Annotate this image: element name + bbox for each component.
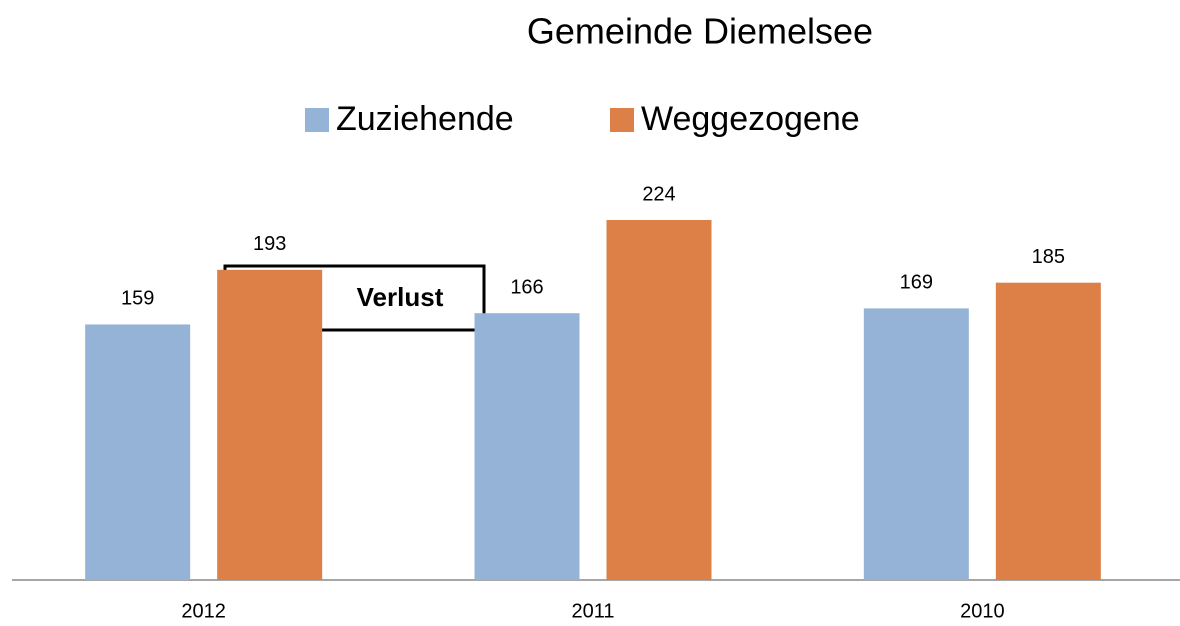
legend-label: Zuziehende	[336, 100, 514, 138]
bar	[863, 308, 969, 580]
value-label: 166	[510, 276, 543, 298]
legend-swatch	[305, 108, 329, 132]
legend-swatch	[610, 108, 634, 132]
annotation: Verlust	[357, 282, 444, 312]
value-label: 193	[253, 233, 286, 255]
bar	[85, 324, 191, 580]
x-tick-label: 2010	[960, 600, 1005, 622]
bar	[606, 220, 712, 580]
chart-title: Gemeinde Diemelsee	[527, 11, 873, 52]
x-tick-label: 2011	[571, 600, 614, 622]
value-label: 159	[121, 288, 154, 310]
value-label: 224	[642, 183, 675, 205]
value-label: 185	[1032, 246, 1065, 268]
bar	[217, 269, 323, 580]
x-tick-label: 2012	[181, 600, 226, 622]
bar	[474, 313, 580, 580]
legend-label: Weggezogene	[641, 100, 860, 138]
value-label: 169	[900, 272, 933, 294]
bar	[995, 282, 1101, 580]
